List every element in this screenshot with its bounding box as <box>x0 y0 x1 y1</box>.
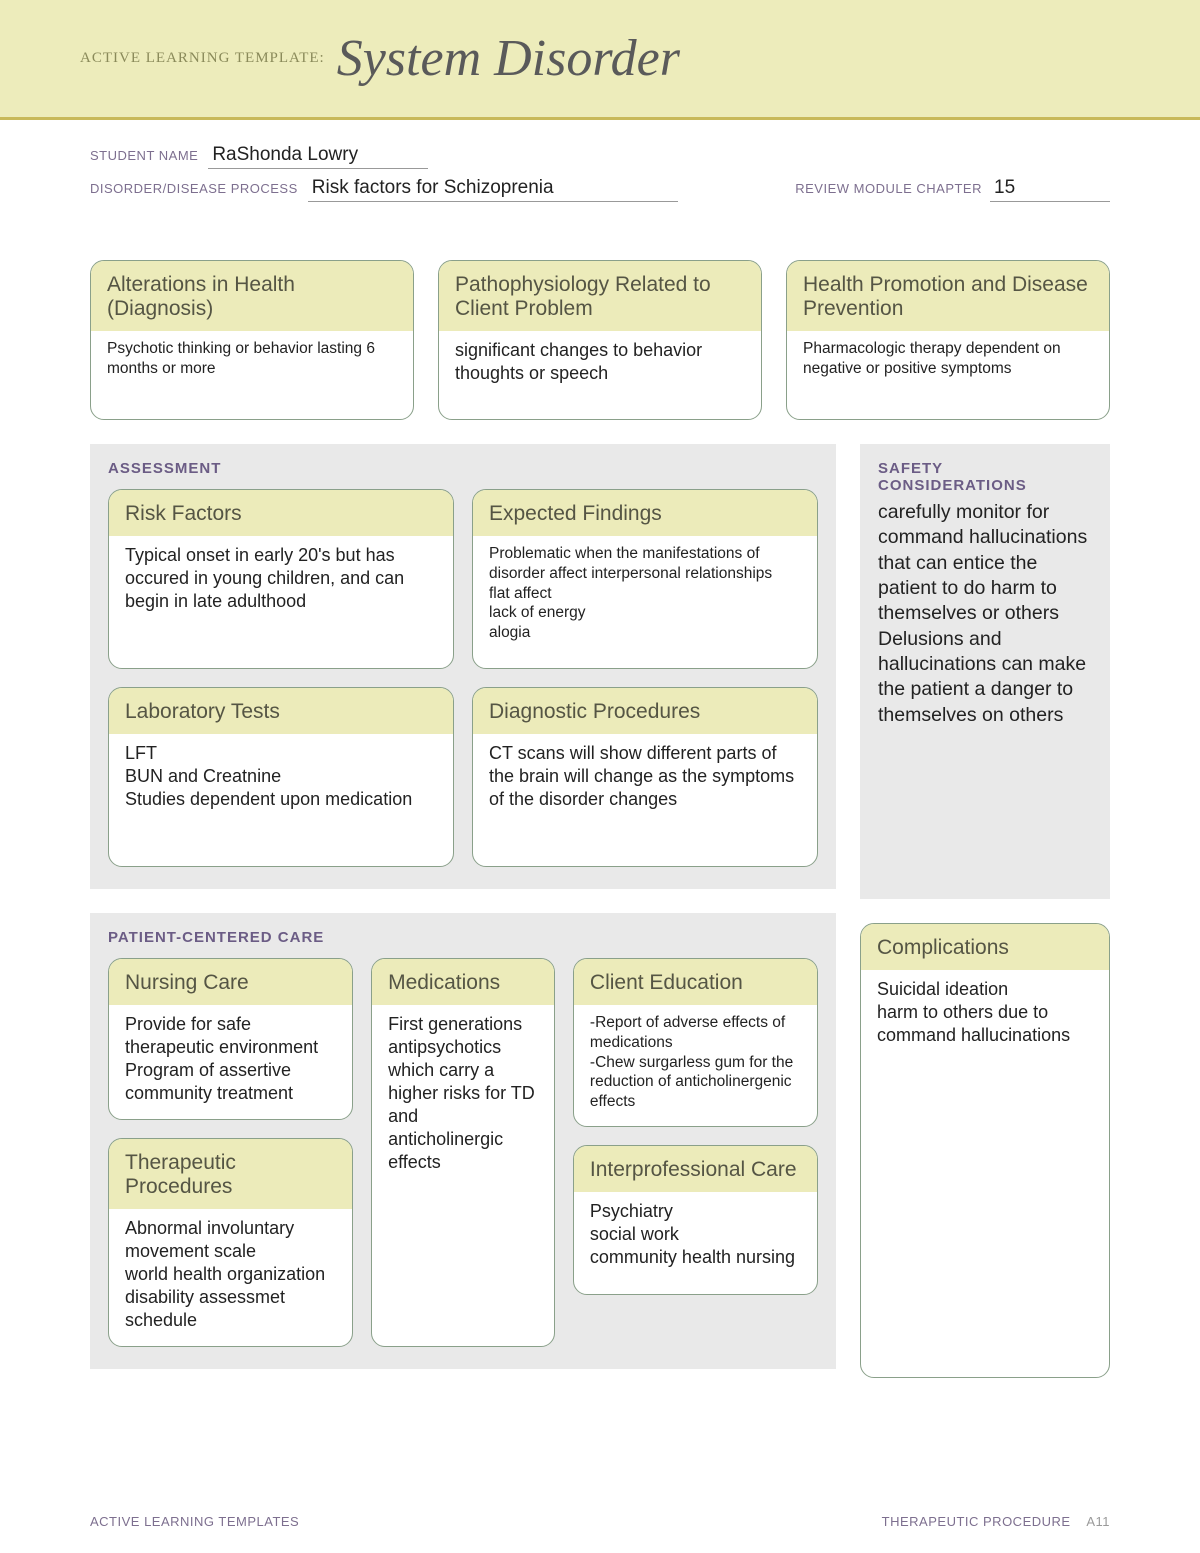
card-diagnostic-procedures: Diagnostic Procedures CT scans will show… <box>472 687 818 867</box>
card-pathophys-body: significant changes to behavior thoughts… <box>439 331 761 419</box>
footer-right-code: A11 <box>1086 1514 1110 1529</box>
header-band: ACTIVE LEARNING TEMPLATE: System Disorde… <box>0 0 1200 120</box>
pcc-title: PATIENT-CENTERED CARE <box>108 929 818 946</box>
right-column: SAFETY CONSIDERATIONS carefully monitor … <box>860 444 1110 1378</box>
card-nursing-body: Provide for safe therapeutic environment… <box>109 1005 352 1119</box>
card-diag-title: Diagnostic Procedures <box>473 688 817 734</box>
card-nursing-care: Nursing Care Provide for safe therapeuti… <box>108 958 353 1120</box>
card-complications-title: Complications <box>861 924 1109 970</box>
card-pathophys: Pathophysiology Related to Client Proble… <box>438 260 762 420</box>
top-cards-row: Alterations in Health (Diagnosis) Psycho… <box>90 260 1110 420</box>
card-complications: Complications Suicidal ideation harm to … <box>860 923 1110 1378</box>
card-complications-body: Suicidal ideation harm to others due to … <box>861 970 1109 1377</box>
card-alterations-body: Psychotic thinking or behavior lasting 6… <box>91 331 413 419</box>
disorder-label: DISORDER/DISEASE PROCESS <box>90 181 298 196</box>
card-therapeutic-body: Abnormal involuntary movement scale worl… <box>109 1209 352 1346</box>
safety-body: carefully monitor for command hallucinat… <box>878 500 1092 728</box>
card-interprofessional-care: Interprofessional Care Psychiatry social… <box>573 1145 818 1295</box>
assessment-section: ASSESSMENT Risk Factors Typical onset in… <box>90 444 836 889</box>
chapter-group: REVIEW MODULE CHAPTER 15 <box>795 177 1110 202</box>
card-meds-title: Medications <box>372 959 554 1005</box>
card-meds-body: First generations antipsychotics which c… <box>372 1005 554 1346</box>
left-column: ASSESSMENT Risk Factors Typical onset in… <box>90 444 836 1378</box>
pcc-grid: Nursing Care Provide for safe therapeuti… <box>108 958 818 1347</box>
card-education-body: -Report of adverse effects of medication… <box>574 1005 817 1126</box>
footer: ACTIVE LEARNING TEMPLATES THERAPEUTIC PR… <box>90 1514 1110 1529</box>
card-nursing-title: Nursing Care <box>109 959 352 1005</box>
card-findings-title: Expected Findings <box>473 490 817 536</box>
safety-title: SAFETY CONSIDERATIONS <box>878 460 1092 494</box>
card-labs-title: Laboratory Tests <box>109 688 453 734</box>
student-name-value: RaShonda Lowry <box>208 144 428 169</box>
card-education-title: Client Education <box>574 959 817 1005</box>
pcc-col-2: Medications First generations antipsycho… <box>371 958 555 1347</box>
disorder-value: Risk factors for Schizoprenia <box>308 177 678 202</box>
card-therapeutic-procedures: Therapeutic Procedures Abnormal involunt… <box>108 1138 353 1347</box>
assessment-grid: Risk Factors Typical onset in early 20's… <box>108 489 818 867</box>
card-alterations-title: Alterations in Health (Diagnosis) <box>91 261 413 331</box>
card-pathophys-title: Pathophysiology Related to Client Proble… <box>439 261 761 331</box>
card-alterations: Alterations in Health (Diagnosis) Psycho… <box>90 260 414 420</box>
student-name-label: STUDENT NAME <box>90 148 198 163</box>
chapter-value: 15 <box>990 177 1110 202</box>
card-interprof-body: Psychiatry social work community health … <box>574 1192 817 1294</box>
card-labs-body: LFT BUN and Creatnine Studies dependent … <box>109 734 453 866</box>
meta-row-disorder: DISORDER/DISEASE PROCESS Risk factors fo… <box>90 177 1110 202</box>
chapter-label: REVIEW MODULE CHAPTER <box>795 181 982 196</box>
footer-right-label: THERAPEUTIC PROCEDURE <box>882 1514 1071 1529</box>
meta-block: STUDENT NAME RaShonda Lowry DISORDER/DIS… <box>0 120 1200 220</box>
footer-left: ACTIVE LEARNING TEMPLATES <box>90 1514 299 1529</box>
card-risk-body: Typical onset in early 20's but has occu… <box>109 536 453 668</box>
content: Alterations in Health (Diagnosis) Psycho… <box>0 220 1200 1378</box>
card-interprof-title: Interprofessional Care <box>574 1146 817 1192</box>
card-findings-body: Problematic when the manifestations of d… <box>473 536 817 668</box>
card-diag-body: CT scans will show different parts of th… <box>473 734 817 866</box>
footer-right: THERAPEUTIC PROCEDURE A11 <box>882 1514 1110 1529</box>
card-lab-tests: Laboratory Tests LFT BUN and Creatnine S… <box>108 687 454 867</box>
assessment-title: ASSESSMENT <box>108 460 818 477</box>
meta-row-student: STUDENT NAME RaShonda Lowry <box>90 144 1110 169</box>
card-therapeutic-title: Therapeutic Procedures <box>109 1139 352 1209</box>
pcc-section: PATIENT-CENTERED CARE Nursing Care Provi… <box>90 913 836 1369</box>
card-client-education: Client Education -Report of adverse effe… <box>573 958 818 1127</box>
card-medications: Medications First generations antipsycho… <box>371 958 555 1347</box>
header-pretitle: ACTIVE LEARNING TEMPLATE: <box>80 50 325 67</box>
card-promotion-title: Health Promotion and Disease Prevention <box>787 261 1109 331</box>
card-promotion: Health Promotion and Disease Prevention … <box>786 260 1110 420</box>
page: ACTIVE LEARNING TEMPLATE: System Disorde… <box>0 0 1200 1553</box>
card-risk-factors: Risk Factors Typical onset in early 20's… <box>108 489 454 669</box>
header-title: System Disorder <box>337 29 680 88</box>
card-promotion-body: Pharmacologic therapy dependent on negat… <box>787 331 1109 419</box>
pcc-col-3: Client Education -Report of adverse effe… <box>573 958 818 1347</box>
pcc-col-1: Nursing Care Provide for safe therapeuti… <box>108 958 353 1347</box>
card-risk-title: Risk Factors <box>109 490 453 536</box>
card-expected-findings: Expected Findings Problematic when the m… <box>472 489 818 669</box>
safety-section: SAFETY CONSIDERATIONS carefully monitor … <box>860 444 1110 899</box>
main-grid: ASSESSMENT Risk Factors Typical onset in… <box>90 444 1110 1378</box>
